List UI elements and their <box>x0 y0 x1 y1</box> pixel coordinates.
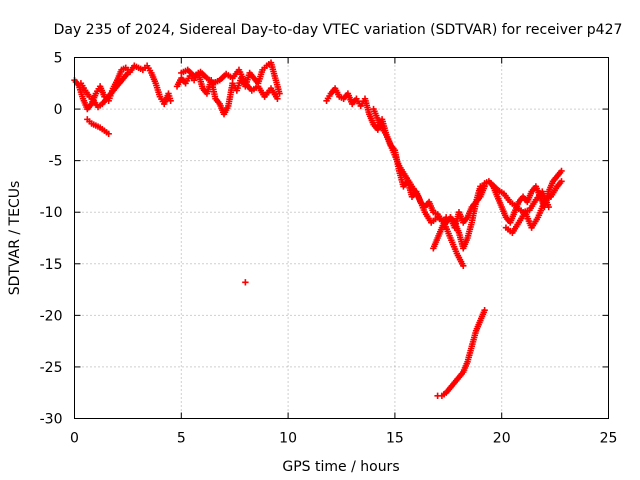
y-tick-label: -20 <box>40 308 63 324</box>
series-track-c <box>84 116 112 138</box>
x-tick-label: 10 <box>279 431 297 447</box>
data-point <box>276 90 283 97</box>
series-track-l <box>502 178 565 237</box>
series-track-f <box>242 279 249 286</box>
series-track-g <box>323 85 488 231</box>
data-point <box>481 307 488 314</box>
axis-ticks: 0 5 10 15 20 25 5 0 -5 -10 -15 -20 -25 -30 <box>40 51 618 447</box>
y-tick-label: -15 <box>40 257 63 273</box>
data-marks <box>71 59 565 400</box>
x-tick-label: 25 <box>600 431 618 447</box>
x-tick-label: 15 <box>386 431 404 447</box>
series-track-m <box>487 180 552 216</box>
grid <box>74 57 609 419</box>
x-tick-label: 0 <box>70 431 79 447</box>
chart-title: Day 235 of 2024, Sidereal Day-to-day VTE… <box>54 22 623 38</box>
y-tick-label: -5 <box>49 154 63 170</box>
y-tick-label: 0 <box>54 102 63 118</box>
x-tick-label: 20 <box>493 431 511 447</box>
series-track-e <box>178 66 281 102</box>
y-axis-label: SDTVAR / TECUs <box>7 181 23 296</box>
series-track-d <box>173 59 283 118</box>
data-point <box>167 97 174 105</box>
x-axis-label: GPS time / hours <box>282 459 399 475</box>
data-point <box>558 178 565 185</box>
data-point <box>105 130 112 138</box>
y-tick-label: -25 <box>40 360 63 376</box>
y-tick-label: -30 <box>40 412 63 428</box>
y-tick-label: 5 <box>54 51 63 67</box>
data-point <box>274 95 281 102</box>
data-point <box>460 262 467 270</box>
data-point <box>558 167 565 175</box>
y-tick-label: -10 <box>40 205 63 221</box>
series-track-h <box>370 105 467 270</box>
data-point <box>545 203 552 211</box>
series-track-b <box>77 69 132 111</box>
x-tick-label: 5 <box>177 431 186 447</box>
data-point <box>124 69 132 77</box>
data-point <box>242 279 249 286</box>
plot-frame <box>74 57 609 419</box>
series-track-j <box>434 307 488 400</box>
